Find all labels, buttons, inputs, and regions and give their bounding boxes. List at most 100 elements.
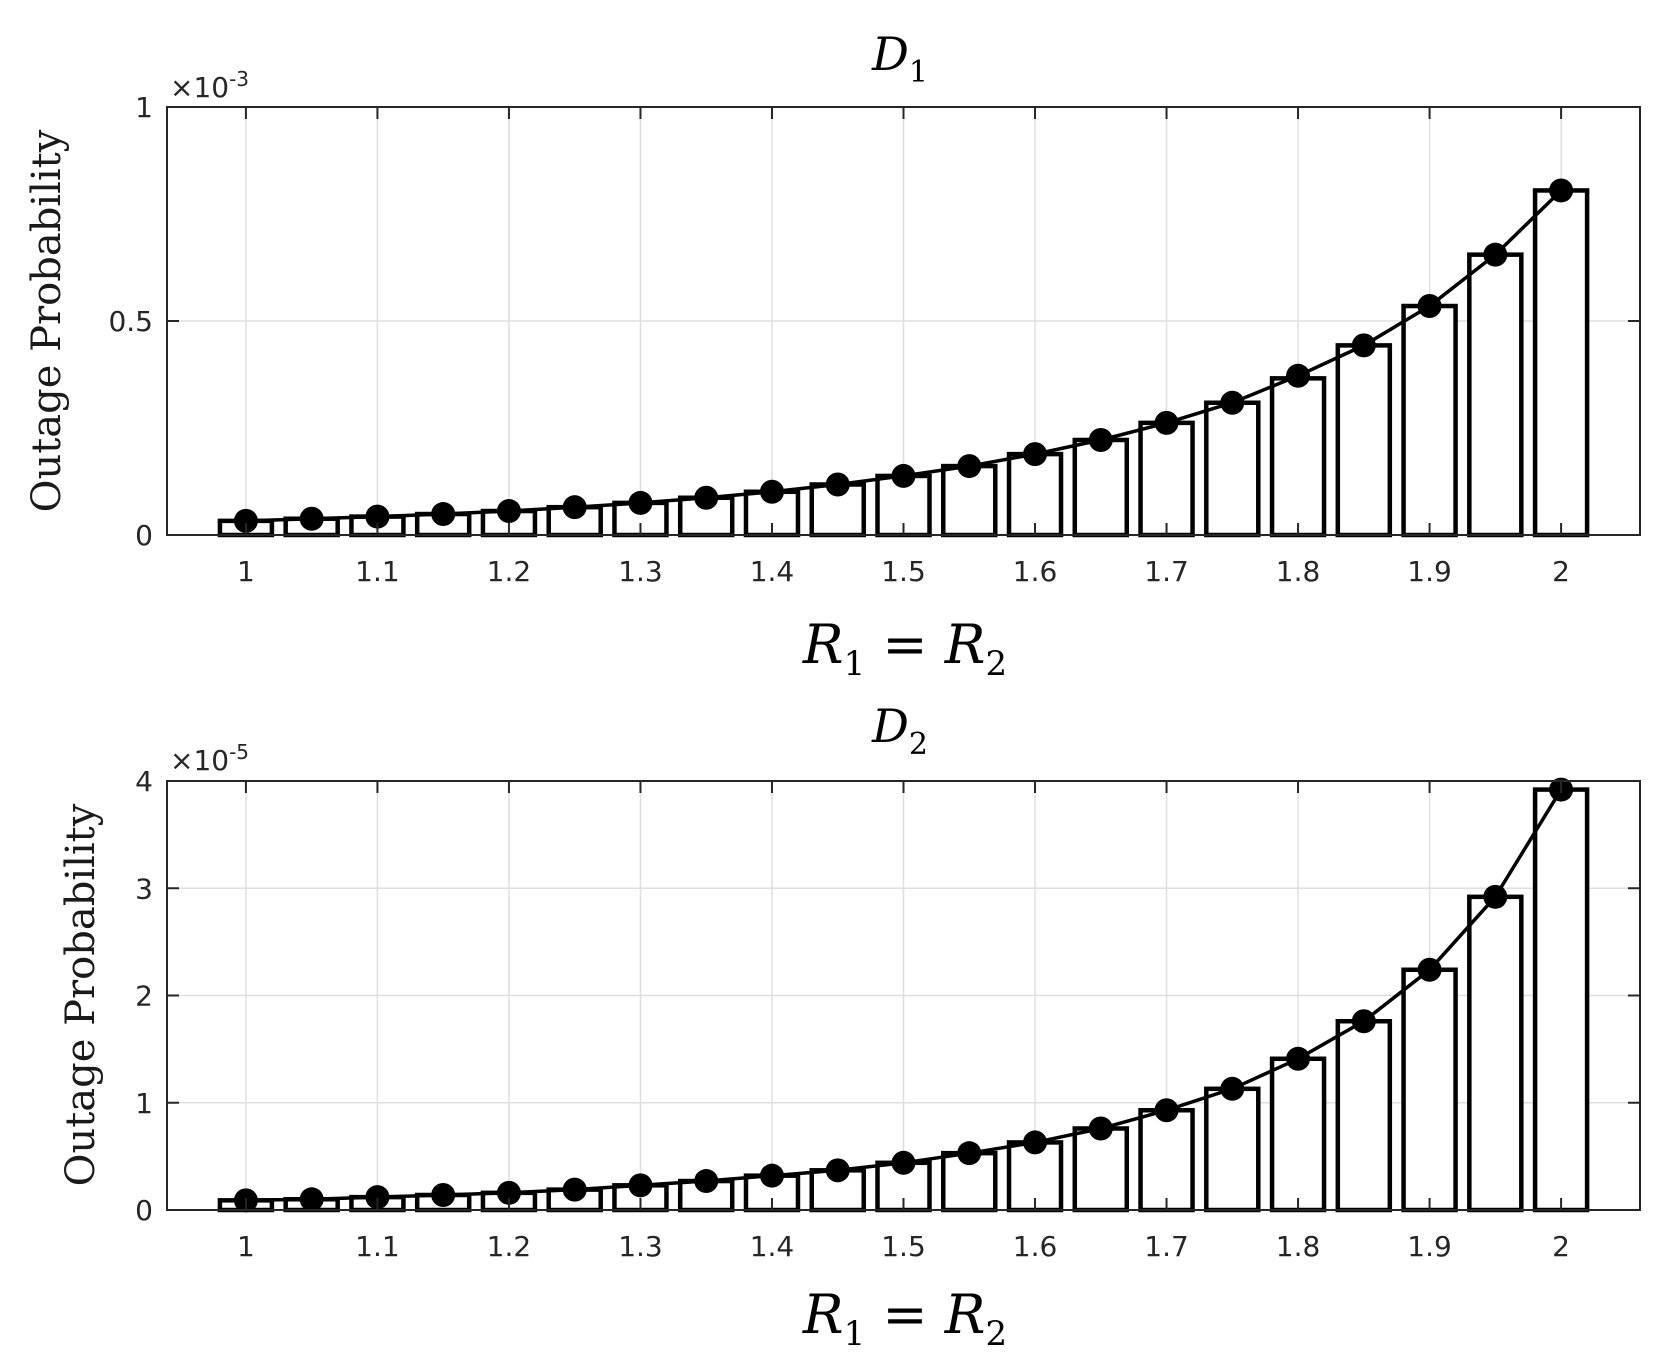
y-axis-label: Outage Probability <box>24 129 70 512</box>
data-point-marker <box>299 506 324 531</box>
bar <box>1401 967 1458 1213</box>
data-point-marker <box>1286 363 1311 388</box>
bar <box>1532 787 1590 1213</box>
y-axis-multiplier: ×10-3 <box>170 67 249 104</box>
data-point-marker <box>1483 884 1508 909</box>
data-point-marker <box>1023 1130 1048 1155</box>
x-tick-label: 1.2 <box>487 1230 532 1263</box>
bar <box>1467 252 1524 538</box>
data-point-marker <box>431 502 456 527</box>
bar <box>1401 303 1458 538</box>
bar <box>1138 1108 1195 1213</box>
y-tick-label: 0.5 <box>108 305 153 338</box>
data-point-marker <box>891 463 916 488</box>
x-tick-label: 1.5 <box>881 555 926 588</box>
y-tick-label: 1 <box>135 1087 153 1120</box>
data-point-marker <box>1088 427 1113 452</box>
data-point-marker <box>1220 1076 1245 1101</box>
subplot-d1: D1 ×10-3 Outage Probability R1 = R2 1 1.1… <box>24 27 1641 684</box>
x-tick-label: 2 <box>1552 555 1570 588</box>
data-point-marker <box>957 1141 982 1166</box>
bar <box>1138 420 1195 538</box>
axes <box>166 106 1641 536</box>
bar <box>1072 1126 1130 1213</box>
x-tick-label: 1.8 <box>1276 1230 1321 1263</box>
bar <box>1204 400 1261 538</box>
x-tick-label: 1.2 <box>487 555 532 588</box>
data-point-marker <box>365 1185 390 1210</box>
x-tick-labels: 1 1.1 1.2 1.3 1.4 1.5 1.6 1.7 1.8 1.9 2 <box>237 555 1570 588</box>
data-point-marker <box>1549 178 1574 203</box>
x-tick-label: 1.3 <box>618 1230 663 1263</box>
data-point-marker <box>562 495 587 520</box>
x-tick-label: 1 <box>237 1230 255 1263</box>
y-axis-multiplier: ×10-5 <box>170 740 249 777</box>
data-point-marker <box>957 454 982 479</box>
data-point-marker <box>1154 410 1179 435</box>
x-tick-label: 1.6 <box>1013 555 1058 588</box>
data-point-marker <box>759 479 784 504</box>
y-tick-label: 3 <box>135 872 153 905</box>
line-series <box>233 178 1574 533</box>
x-tick-label: 1.3 <box>618 555 663 588</box>
y-tick-labels: 00.51 <box>108 91 153 552</box>
x-axis-label: R1 = R2 <box>802 1283 1007 1354</box>
bar <box>1532 188 1590 538</box>
bar <box>1006 451 1064 538</box>
bar <box>1269 376 1327 538</box>
y-tick-label: 1 <box>135 91 153 124</box>
y-tick-labels: 0 1 2 3 4 <box>135 765 153 1227</box>
subplot-d2: D2 ×10-5 Outage Probability R1 = R2 1 1.1… <box>58 699 1641 1354</box>
data-point-marker <box>1417 294 1442 319</box>
bar <box>1072 437 1130 538</box>
data-point-marker <box>628 1173 653 1198</box>
x-axis-label: R1 = R2 <box>802 613 1007 684</box>
x-tick-label: 1.5 <box>881 1230 926 1263</box>
x-tick-label: 1.1 <box>355 555 400 588</box>
data-point-marker <box>759 1163 784 1188</box>
data-point-marker <box>233 508 258 533</box>
data-point-marker <box>1351 333 1376 358</box>
data-point-marker <box>1088 1116 1113 1141</box>
chart-title: D2 <box>871 699 928 762</box>
x-tick-label: 1.8 <box>1276 555 1321 588</box>
y-axis-label: Outage Probability <box>58 803 104 1186</box>
data-point-marker <box>1220 390 1245 415</box>
data-point-marker <box>431 1182 456 1207</box>
data-point-marker <box>1351 1009 1376 1034</box>
data-point-marker <box>628 490 653 515</box>
data-point-marker <box>1154 1098 1179 1123</box>
x-tick-labels: 1 1.1 1.2 1.3 1.4 1.5 1.6 1.7 1.8 1.9 2 <box>237 1230 1570 1263</box>
x-tick-label: 1.7 <box>1144 555 1189 588</box>
chart-title: D1 <box>871 27 928 90</box>
data-point-marker <box>562 1177 587 1202</box>
x-tick-label: 1 <box>237 555 255 588</box>
bar <box>1335 1018 1393 1213</box>
data-point-marker <box>891 1150 916 1175</box>
data-point-marker <box>694 1169 719 1194</box>
data-point-marker <box>496 499 521 524</box>
data-point-marker <box>825 1158 850 1183</box>
x-tick-label: 1.9 <box>1407 1230 1452 1263</box>
data-point-marker <box>1286 1046 1311 1071</box>
bar <box>1204 1086 1261 1213</box>
y-tick-label: 0 <box>135 519 153 552</box>
bar <box>1269 1056 1327 1213</box>
y-tick-label: 2 <box>135 980 153 1013</box>
data-point-marker <box>365 504 390 529</box>
data-point-marker <box>496 1180 521 1205</box>
line-series <box>233 777 1574 1213</box>
bar <box>1335 343 1393 538</box>
y-tick-label: 0 <box>135 1194 153 1227</box>
x-tick-label: 1.1 <box>355 1230 400 1263</box>
data-point-marker <box>694 485 719 510</box>
x-tick-label: 1.7 <box>1144 1230 1189 1263</box>
data-point-marker <box>1023 442 1048 467</box>
axes <box>166 780 1641 1211</box>
data-point-marker <box>299 1187 324 1212</box>
bar <box>1467 894 1524 1213</box>
x-tick-label: 2 <box>1552 1230 1570 1263</box>
data-point-marker <box>1483 242 1508 267</box>
x-tick-label: 1.4 <box>750 1230 795 1263</box>
